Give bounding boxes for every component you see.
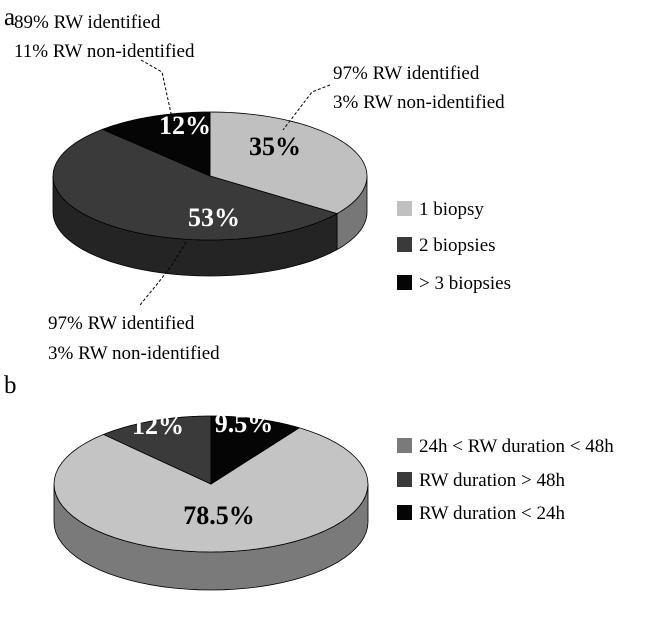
pie-chart-b: 78.5% 12% 9.5% — [53, 409, 369, 591]
panel-label-b: b — [4, 372, 17, 399]
legend-label-over-48h: RW duration > 48h — [419, 470, 565, 491]
pie-value-label-3-biopsies: 12% — [159, 111, 211, 140]
legend-swatch-under-24h — [397, 505, 412, 520]
legend-swatch-over-48h — [397, 472, 412, 487]
panel-a: a 89% RW identified 11% RW non-identifie… — [4, 4, 511, 364]
annotation-right-line-1: 97% RW identified — [333, 63, 480, 84]
legend-a: 1 biopsy 2 biopsies > 3 biopsies — [397, 199, 511, 294]
annotation-bottom-line-2: 3% RW non-identified — [48, 343, 220, 364]
legend-swatch-1-biopsy — [397, 201, 412, 216]
pie-slice-24h-rw-duration-48h — [53, 427, 369, 553]
pie-slice-1-biopsy — [209, 111, 368, 215]
annotation-bottom-line-1: 97% RW identified — [48, 313, 195, 334]
legend-swatch-24-48h — [397, 438, 412, 453]
annotation-top-left-line-2: 11% RW non-identified — [14, 41, 195, 62]
leader-line-right — [282, 84, 331, 131]
panel-b: b 78.5% 12% 9.5% 24h < RW duration < 48h R… — [4, 372, 614, 591]
legend-label-3-biopsies: > 3 biopsies — [419, 273, 511, 294]
legend-swatch-2-biopsies — [397, 237, 412, 252]
legend-b: 24h < RW duration < 48h RW duration > 48… — [397, 436, 614, 524]
leader-line-top-left — [140, 59, 173, 119]
panel-label-a: a — [4, 4, 15, 31]
legend-swatch-3-biopsies — [397, 275, 412, 290]
pie-slice-2-biopsies — [52, 128, 339, 241]
legend-label-under-24h: RW duration < 24h — [419, 503, 565, 524]
legend-label-2-biopsies: 2 biopsies — [419, 235, 496, 256]
annotation-top-left-line-1: 89% RW identified — [14, 12, 161, 33]
pie-chart-a: 35% 53% 12% — [52, 111, 368, 277]
pie-value-label-rw-duration-48h: 12% — [132, 411, 184, 440]
pie-slice-rw-duration-24h — [210, 415, 301, 485]
legend-label-1-biopsy: 1 biopsy — [419, 199, 484, 220]
annotation-leader-lines-a — [139, 59, 331, 306]
pie-value-label-rw-duration-24h: 9.5% — [215, 409, 274, 438]
pie-slice-rw-duration-48h — [102, 415, 212, 485]
legend-label-24-48h: 24h < RW duration < 48h — [419, 436, 614, 457]
pie-value-label-1-biopsy: 35% — [249, 132, 301, 161]
pie-value-label-2-biopsies: 53% — [188, 203, 240, 232]
pie-value-label-24h-rw-duration-48h: 78.5% — [183, 501, 255, 530]
annotation-right-line-2: 3% RW non-identified — [333, 92, 505, 113]
pie-slice-3-biopsies — [101, 111, 211, 177]
